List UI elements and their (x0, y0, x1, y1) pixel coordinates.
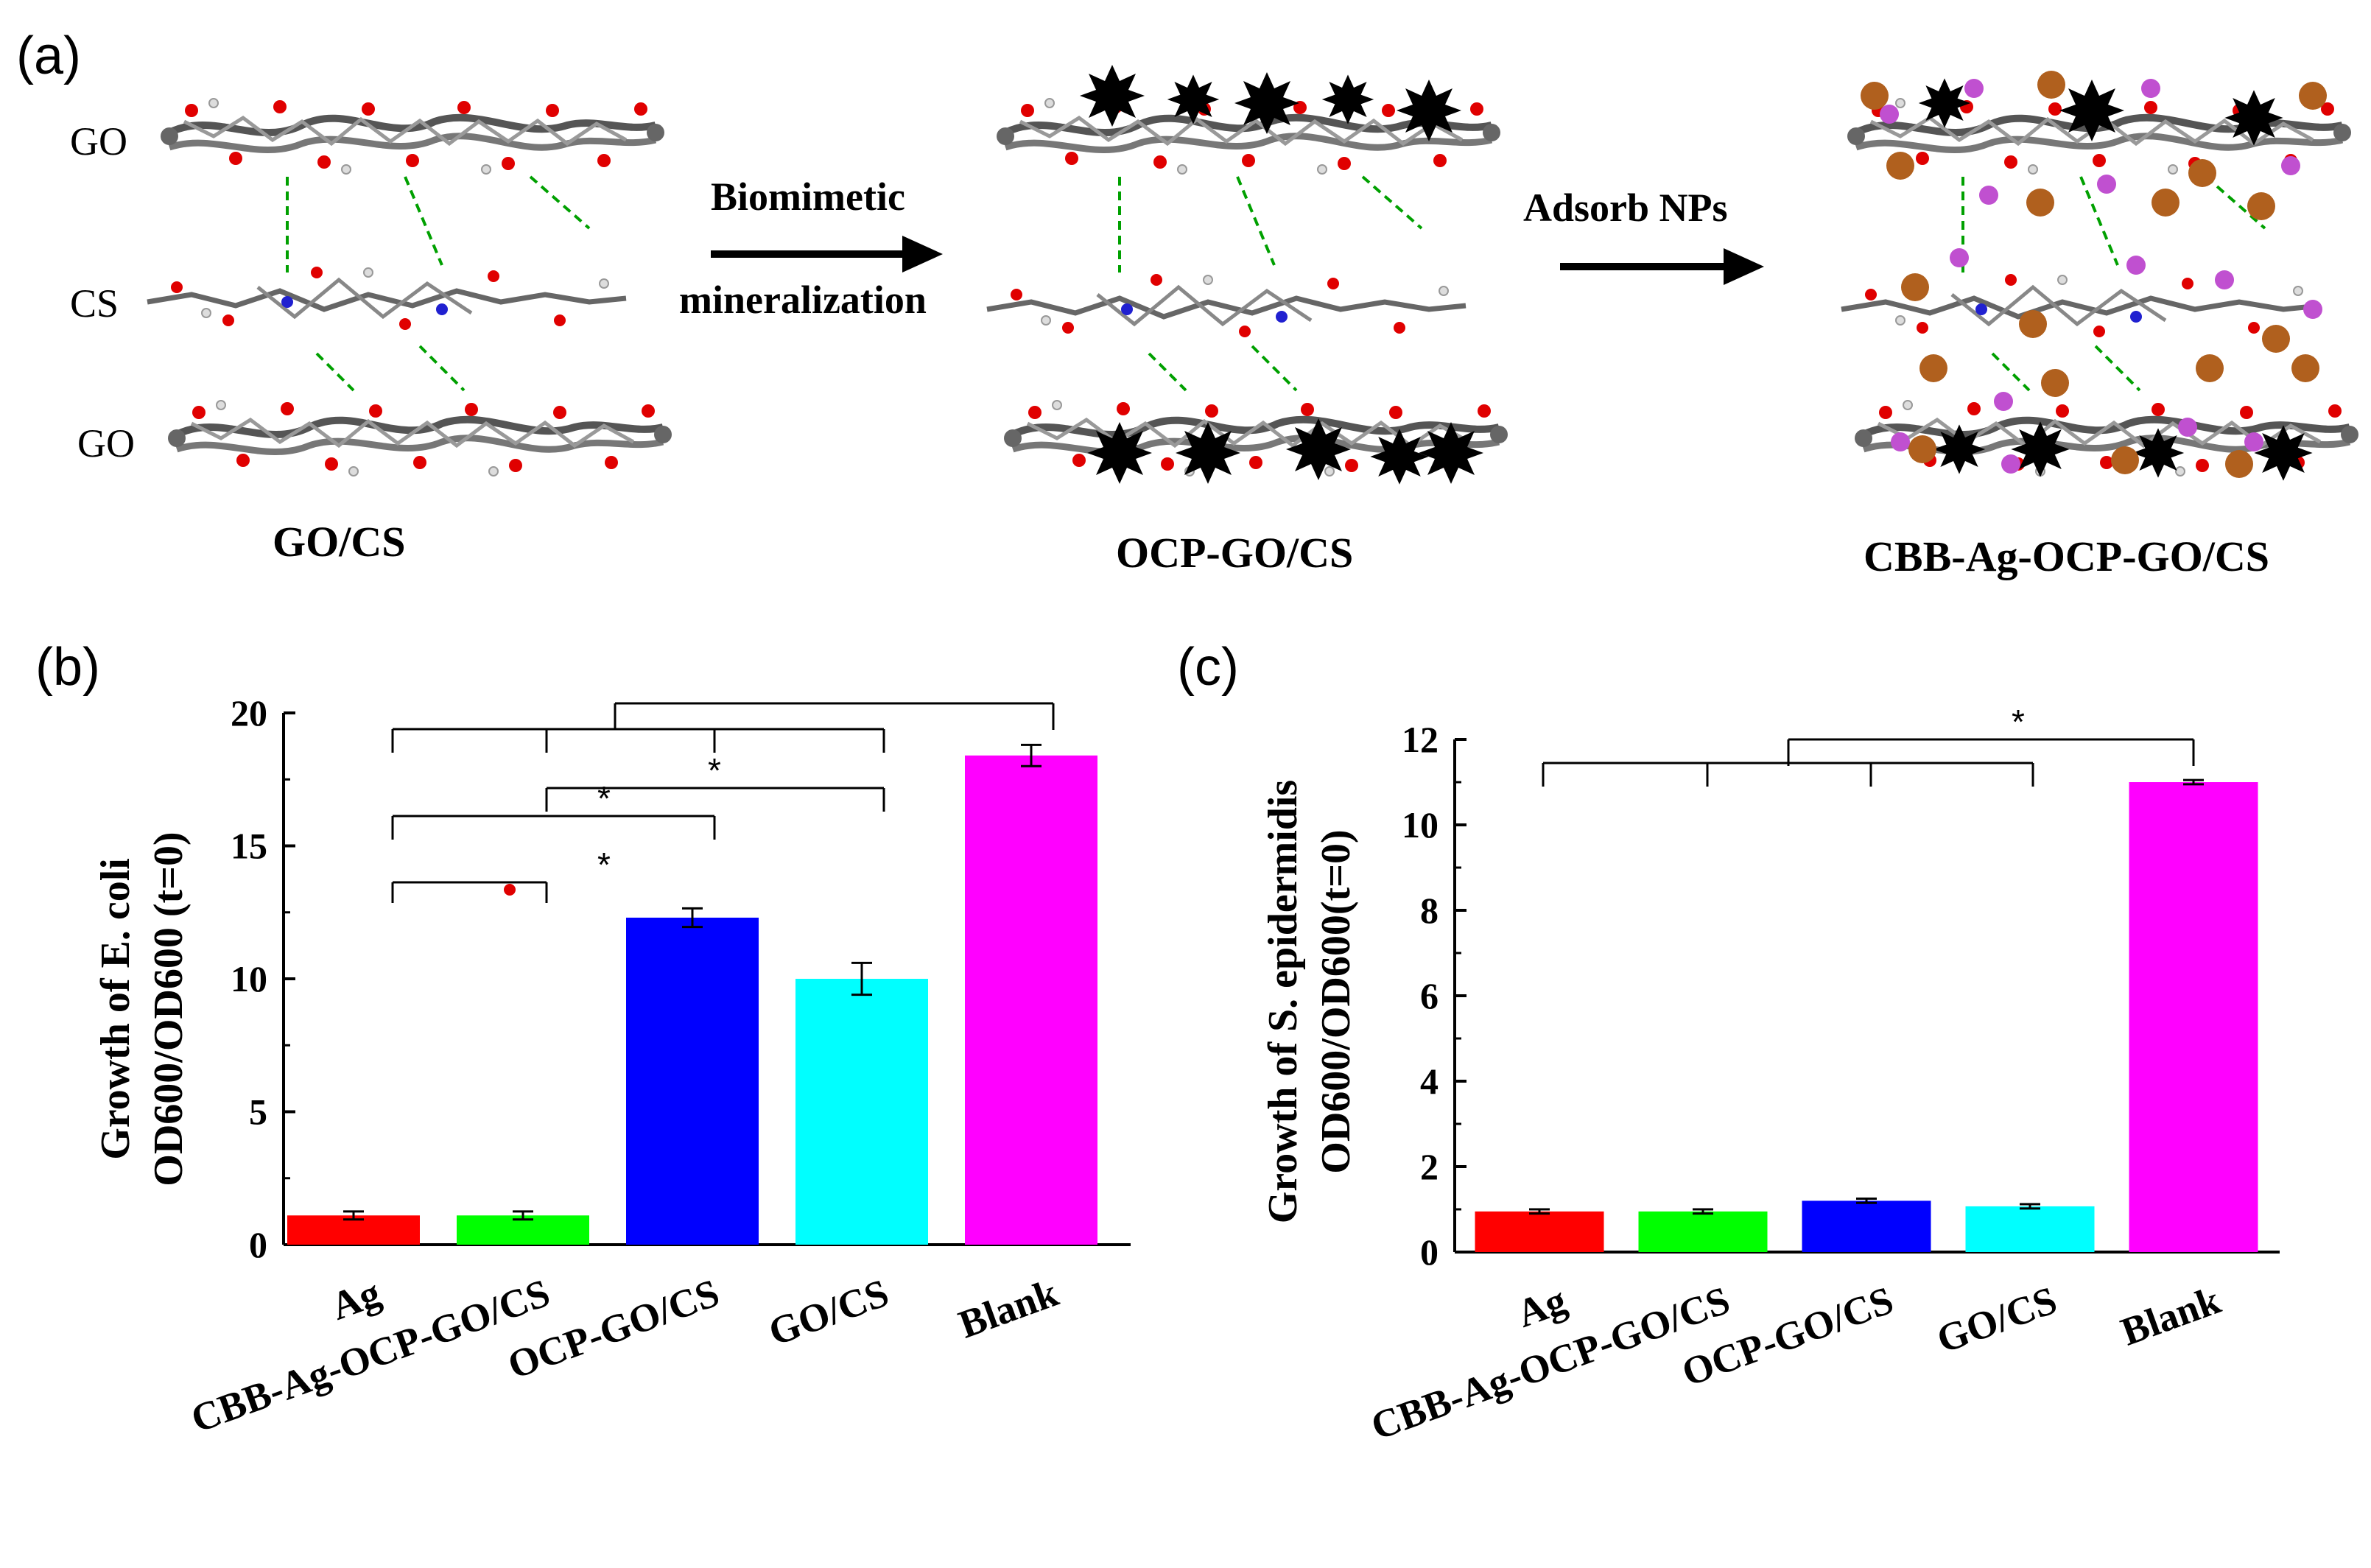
x-tick-label-ag: Ag (1511, 1278, 1573, 1336)
y-tick-label: 12 (1402, 719, 1439, 760)
x-tick-label-go-cs: GO/CS (763, 1270, 894, 1354)
annotation-dot (504, 884, 516, 896)
cbb-nanoparticles (1861, 71, 2327, 478)
y-tick-label: 10 (1402, 804, 1439, 845)
y-tick-label: 6 (1420, 975, 1439, 1016)
panel-c-label: (c) (1177, 638, 1239, 697)
y-tick-label: 2 (1420, 1146, 1439, 1187)
y-tick-label: 5 (249, 1091, 267, 1133)
structure-caption-ocp-go-cs: OCP-GO/CS (1116, 529, 1353, 577)
panel-b-label: (b) (35, 638, 100, 697)
panel-a-label: (a) (16, 27, 81, 85)
structure-caption-go-cs: GO/CS (273, 518, 406, 566)
y-axis-title-b-line1: Growth of E. coli (93, 858, 138, 1160)
significance-star: * (597, 779, 611, 818)
y-axis-title-b: Growth of E. coli OD600/OD600 (t=0) (93, 832, 192, 1186)
go-sheet-top (161, 99, 664, 174)
y-axis-title-c-line2: OD600/OD600(t=0) (1313, 829, 1359, 1173)
arrow-biomimetic: Biomimetic mineralization (679, 175, 943, 322)
y-tick-label: 20 (231, 692, 267, 734)
significance-star: * (708, 751, 721, 790)
y-axis-title-c: Growth of S. epidermidis OD600/OD600(t=0… (1260, 780, 1359, 1224)
ag-nanoparticles (1880, 79, 2322, 474)
structure-caption-cbb-ag-ocp-go-cs: CBB-Ag-OCP-GO/CS (1864, 532, 2269, 580)
panel-b: (b) Growth of E. coli OD600/OD600 (t=0) … (35, 638, 1131, 1441)
go-sheet-bottom (168, 401, 672, 476)
panel-a: (a) GO CS GO GO/CS Biomimetic mineraliza… (16, 27, 2358, 580)
x-tick-label-blank: Blank (2115, 1278, 2226, 1354)
arrow1-label-line2: mineralization (679, 278, 927, 322)
y-axis-title-c-line1: Growth of S. epidermidis (1260, 780, 1306, 1224)
structure-cbb-ag-ocp-go-cs: CBB-Ag-OCP-GO/CS (1841, 71, 2358, 580)
panel-c: (c) Growth of S. epidermidis OD600/OD600… (1177, 638, 2280, 1449)
y-tick-label: 0 (1420, 1231, 1439, 1273)
y-axis-title-b-line2: OD600/OD600 (t=0) (146, 832, 192, 1186)
arrow1-label-line1: Biomimetic (711, 175, 905, 219)
arrow2-label: Adsorb NPs (1523, 186, 1728, 230)
hydrogen-bonds (1118, 175, 1423, 392)
bar-cbb-ag-ocp-go-cs (1638, 1211, 1768, 1252)
structure-ocp-go-cs: OCP-GO/CS (987, 65, 1508, 577)
layer-label-go-bottom: GO (77, 421, 135, 465)
layer-label-go-top: GO (70, 119, 127, 164)
y-tick-label: 10 (231, 958, 267, 999)
bar-go-cs (1965, 1206, 2095, 1252)
arrow-adsorb: Adsorb NPs (1523, 186, 1764, 285)
bar-blank (2129, 782, 2258, 1252)
significance-star: * (2012, 703, 2025, 741)
bar-go-cs (795, 979, 928, 1245)
x-tick-label-go-cs: GO/CS (1931, 1278, 2062, 1362)
x-tick-label-ag: Ag (326, 1270, 387, 1329)
significance-star: * (597, 845, 611, 884)
bar-ocp-go-cs (1802, 1200, 1931, 1252)
cs-chain (987, 274, 1466, 337)
layer-label-cs: CS (70, 281, 119, 326)
bar-ocp-go-cs (626, 917, 759, 1245)
bar-ag (1475, 1211, 1604, 1252)
y-tick-label: 0 (249, 1224, 267, 1265)
cs-chain (147, 267, 626, 330)
y-tick-label: 15 (231, 826, 267, 867)
bar-blank (965, 755, 1097, 1245)
y-tick-label: 4 (1420, 1061, 1439, 1102)
structure-go-cs: GO CS GO GO/CS (70, 99, 672, 566)
y-tick-label: 8 (1420, 890, 1439, 931)
x-tick-label-blank: Blank (953, 1270, 1064, 1347)
